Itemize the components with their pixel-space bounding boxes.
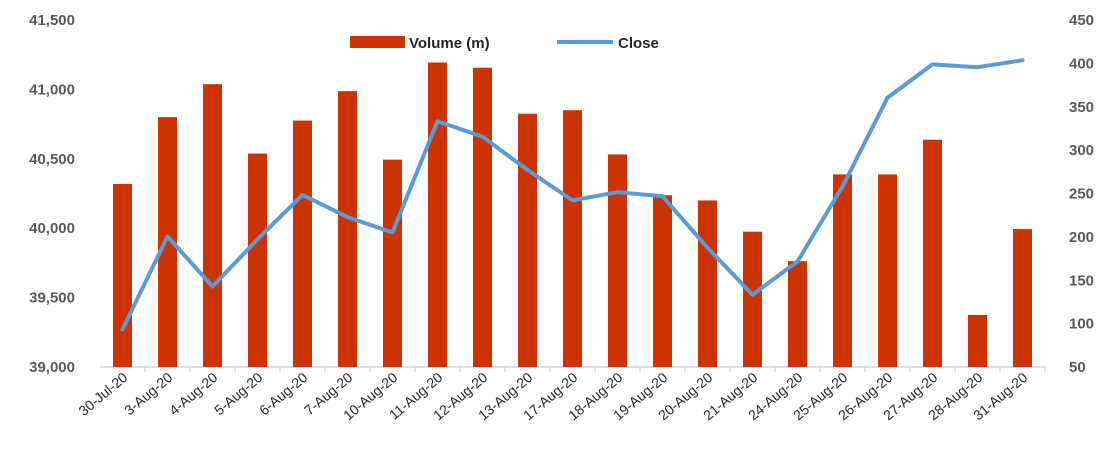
right-axis-tick-label: 300: [1069, 142, 1094, 159]
x-axis-tick-label: 6-Aug-20: [256, 369, 311, 418]
volume-bar: [428, 62, 447, 367]
volume-bar: [203, 84, 222, 367]
left-axis-ticks: 39,000 39,500 40,000 40,500 41,000 41,500: [29, 12, 75, 376]
x-axis-tick-label: 3-Aug-20: [121, 369, 176, 418]
right-axis-tick-label: 250: [1069, 186, 1094, 203]
volume-bar: [788, 261, 807, 367]
legend-swatch-volume: [350, 36, 405, 48]
volume-bar: [158, 117, 177, 367]
close-line-group: [120, 58, 1025, 332]
right-axis-tick-label: 450: [1069, 12, 1094, 29]
right-axis-tick-label: 400: [1069, 55, 1094, 72]
x-axis-ticks: 30-Jul-203-Aug-204-Aug-205-Aug-206-Aug-2…: [75, 367, 1046, 423]
volume-bar: [1013, 229, 1032, 367]
right-axis-ticks: 50 100 150 200 250 300 350 400 450: [1069, 12, 1094, 376]
volume-bar: [743, 231, 762, 367]
left-axis-tick-label: 39,500: [29, 290, 75, 307]
volume-bar: [698, 200, 717, 367]
volume-bar: [293, 120, 312, 367]
right-axis-tick-label: 100: [1069, 316, 1094, 333]
volume-bar: [563, 110, 582, 367]
right-axis-tick-label: 200: [1069, 229, 1094, 246]
legend: Volume (m) Close: [350, 35, 659, 52]
left-axis-tick-label: 40,000: [29, 220, 75, 237]
x-axis-tick-label: 5-Aug-20: [211, 369, 266, 418]
volume-bar: [653, 195, 672, 367]
x-axis-tick-label: 4-Aug-20: [166, 369, 221, 418]
right-axis-tick-label: 150: [1069, 272, 1094, 289]
right-axis-tick-label: 50: [1069, 359, 1086, 376]
volume-bar: [248, 153, 267, 367]
x-axis-tick-label: 30-Jul-20: [75, 369, 130, 419]
volume-bar: [833, 174, 852, 367]
volume-bar: [878, 174, 897, 367]
left-axis-tick-label: 41,000: [29, 81, 75, 98]
volume-bar: [338, 91, 357, 367]
left-axis-tick-label: 41,500: [29, 12, 75, 29]
left-axis-tick-label: 40,500: [29, 151, 75, 168]
volume-bar: [608, 154, 627, 367]
volume-bar: [113, 183, 132, 367]
volume-bar: [473, 67, 492, 368]
right-axis-tick-label: 350: [1069, 99, 1094, 116]
volume-bar: [518, 113, 537, 367]
volume-bar: [383, 159, 402, 367]
volume-bar: [968, 314, 987, 367]
legend-label-close: Close: [618, 35, 659, 52]
volume-bars: [113, 62, 1032, 368]
close-line: [120, 58, 1025, 332]
left-axis-tick-label: 39,000: [29, 359, 75, 376]
volume-bar: [923, 139, 942, 367]
legend-label-volume: Volume (m): [409, 35, 490, 52]
